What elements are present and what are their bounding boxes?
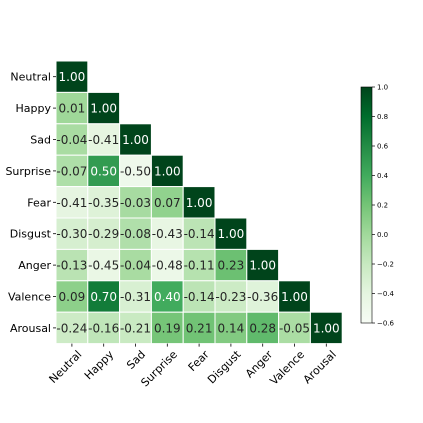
cell-value-label: 1.00 bbox=[281, 290, 308, 304]
colorbar-tick-label: 1.0 bbox=[377, 84, 388, 92]
cell-value-label: 1.00 bbox=[186, 196, 213, 210]
cell-value-label: 1.00 bbox=[59, 70, 86, 84]
cell-value-label: -0.41 bbox=[56, 196, 87, 210]
x-axis-label: Disgust bbox=[205, 347, 244, 386]
cell-value-label: -0.05 bbox=[279, 321, 310, 335]
cell-value-label: -0.16 bbox=[88, 321, 119, 335]
cell-value-label: -0.04 bbox=[120, 259, 151, 273]
y-axis-label: Valence bbox=[8, 291, 51, 304]
heatmap-cell bbox=[55, 311, 89, 345]
heatmap-cells: 1.000.01 1.00-0.04 -0.41 1.00-0.07 0.50 -0.50… bbox=[55, 60, 343, 345]
colorbar-tick-label: −0.6 bbox=[377, 320, 395, 328]
heatmap-cell bbox=[87, 248, 121, 282]
y-axis-label: Anger bbox=[18, 259, 51, 272]
cell-value-label: -0.23 bbox=[215, 290, 246, 304]
cell-value-label: 0.40 bbox=[154, 290, 181, 304]
y-axis-label: Sad bbox=[30, 134, 51, 147]
cell-value-label: -0.48 bbox=[152, 259, 183, 273]
y-axis-label: Disgust bbox=[10, 228, 52, 241]
x-axis-label: Arousal bbox=[301, 348, 339, 386]
y-axis-label: Arousal bbox=[10, 322, 51, 335]
colorbar-tick-label: 0.0 bbox=[377, 231, 388, 239]
heatmap-cell bbox=[214, 248, 248, 282]
heatmap-cell bbox=[55, 280, 89, 313]
colorbar-gradient bbox=[360, 86, 373, 324]
cell-value-label: -0.35 bbox=[88, 196, 119, 210]
y-axis-label: Neutral bbox=[10, 71, 51, 84]
heatmap-cell bbox=[309, 311, 343, 345]
heatmap-cell bbox=[150, 217, 184, 250]
cell-value-label: 0.19 bbox=[154, 321, 181, 335]
cell-value-label: -0.07 bbox=[56, 164, 87, 178]
heatmap-cell bbox=[214, 311, 248, 345]
cell-value-label: 1.00 bbox=[218, 227, 245, 241]
colorbar-tick-label: −0.4 bbox=[377, 290, 395, 298]
heatmap-cell bbox=[214, 217, 248, 250]
colorbar-tick-label: 0.2 bbox=[377, 202, 388, 210]
colorbar-tick-label: 0.6 bbox=[377, 143, 389, 151]
cell-value-label: 0.09 bbox=[59, 290, 86, 304]
cell-value-label: 0.70 bbox=[90, 290, 117, 304]
cell-value-label: -0.11 bbox=[184, 259, 215, 273]
cell-value-label: -0.36 bbox=[247, 290, 278, 304]
x-axis-label: Neutral bbox=[47, 348, 85, 386]
x-axis-label: Sad bbox=[124, 348, 148, 372]
cell-value-label: -0.08 bbox=[120, 227, 151, 241]
cell-value-label: 1.00 bbox=[313, 321, 340, 335]
heatmap-cell bbox=[87, 217, 121, 250]
cell-value-label: 0.01 bbox=[59, 102, 86, 116]
y-axis-label: Fear bbox=[27, 196, 51, 209]
heatmap-cell bbox=[119, 280, 152, 313]
y-axis-label: Happy bbox=[16, 102, 52, 115]
cell-value-label: 1.00 bbox=[90, 102, 117, 116]
colorbar: 1.0 0.8 0.6 0.4 0.2 0.0 −0.2 −0.4 −0.6 bbox=[360, 84, 395, 328]
heatmap-cell bbox=[55, 248, 89, 282]
cell-value-label: -0.14 bbox=[184, 290, 215, 304]
cell-value-label: -0.41 bbox=[88, 133, 119, 147]
cell-value-label: -0.04 bbox=[56, 133, 87, 147]
heatmap-cell bbox=[119, 123, 152, 156]
heatmap-cell bbox=[182, 217, 216, 250]
cell-value-label: 1.00 bbox=[249, 259, 276, 273]
cell-value-label: 1.00 bbox=[154, 164, 181, 178]
cell-value-label: -0.50 bbox=[120, 164, 151, 178]
heatmap-cell bbox=[150, 186, 184, 219]
y-axis-labels: Neutral Happy Sad Surprise Fear Disgust Anger V… bbox=[5, 71, 56, 335]
y-axis-label: Surprise bbox=[5, 165, 51, 178]
cell-value-label: -0.21 bbox=[120, 321, 151, 335]
colorbar-tick-label: 0.4 bbox=[377, 172, 389, 180]
cell-value-label: -0.29 bbox=[88, 227, 119, 241]
cell-value-label: -0.43 bbox=[152, 227, 183, 241]
heatmap-cell bbox=[55, 91, 89, 125]
cell-value-label: 0.50 bbox=[90, 164, 117, 178]
x-axis-label: Valence bbox=[267, 348, 307, 388]
heatmap-cell bbox=[278, 280, 311, 313]
x-axis-label: Fear bbox=[186, 348, 212, 374]
cell-value-label: 1.00 bbox=[122, 133, 149, 147]
cell-value-label: -0.03 bbox=[120, 196, 151, 210]
cell-value-label: -0.31 bbox=[120, 290, 151, 304]
cell-value-label: 0.14 bbox=[218, 321, 245, 335]
heatmap-cell bbox=[87, 186, 121, 219]
cell-value-label: -0.30 bbox=[56, 227, 87, 241]
cell-value-label: -0.13 bbox=[56, 259, 87, 273]
cell-value-label: 0.21 bbox=[186, 321, 213, 335]
colorbar-tick-label: 0.8 bbox=[377, 113, 388, 121]
x-axis-label: Happy bbox=[82, 348, 117, 383]
cell-value-label: 0.28 bbox=[249, 321, 276, 335]
cell-value-label: 0.07 bbox=[154, 196, 181, 210]
cell-value-label: -0.14 bbox=[184, 227, 215, 241]
cell-value-label: -0.45 bbox=[88, 259, 119, 273]
heatmap-cell bbox=[87, 154, 121, 188]
colorbar-tick-label: −0.2 bbox=[377, 261, 394, 269]
cell-value-label: 0.23 bbox=[218, 259, 245, 273]
heatmap-cell bbox=[150, 154, 184, 188]
cell-value-label: -0.24 bbox=[56, 321, 87, 335]
